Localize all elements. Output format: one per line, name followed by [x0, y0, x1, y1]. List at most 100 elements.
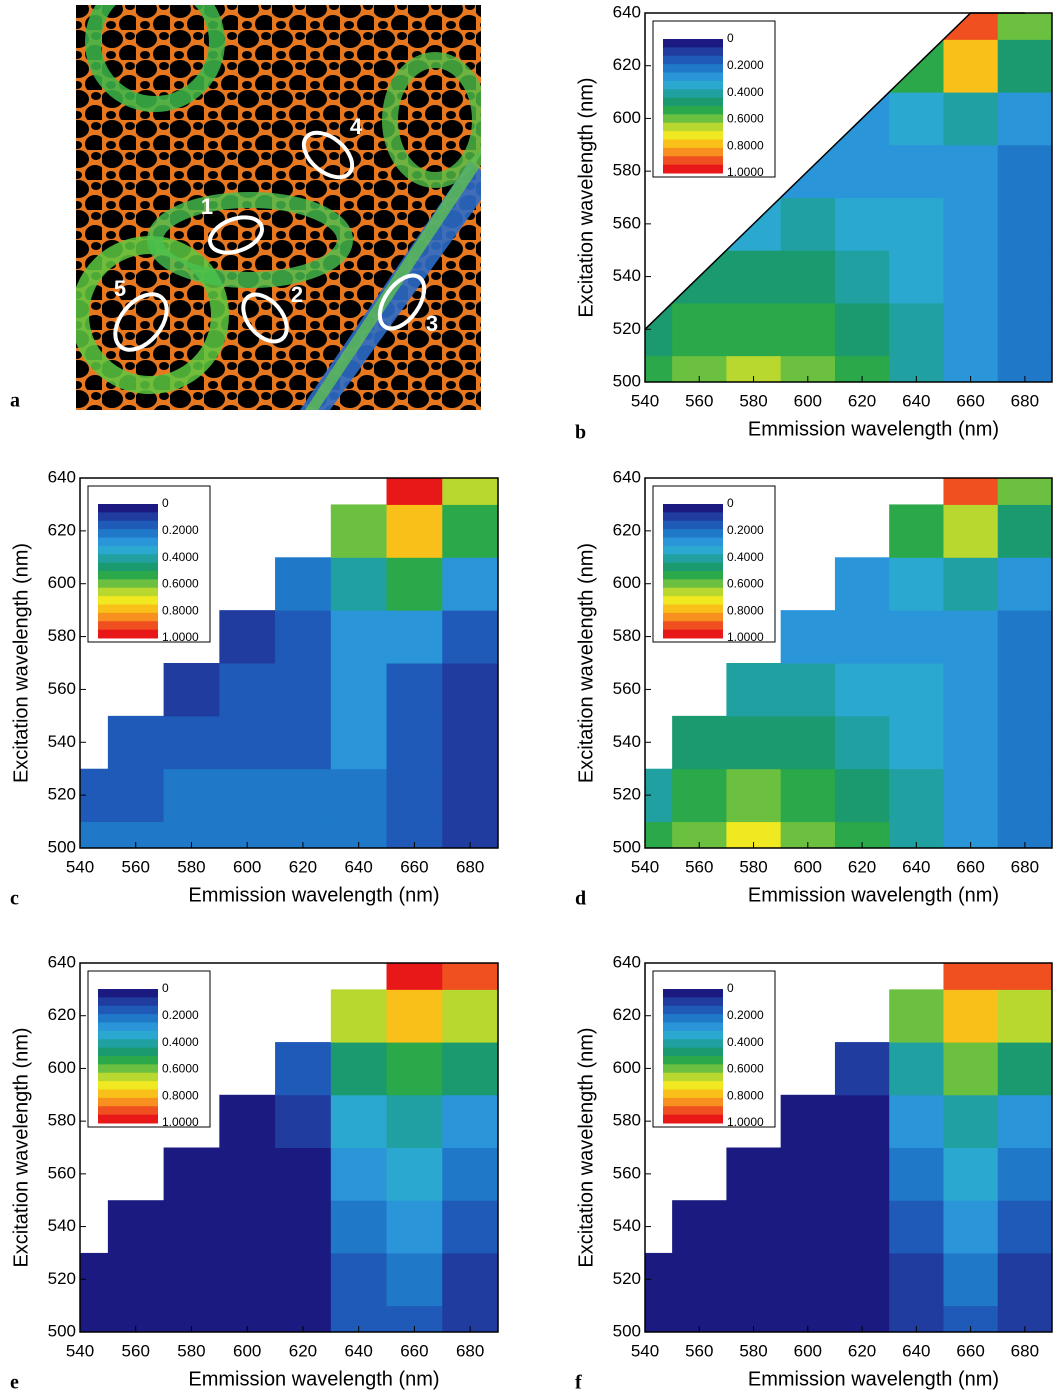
legend-swatch [98, 1039, 158, 1049]
contour-cell [330, 1094, 388, 1148]
legend-swatch [663, 504, 723, 513]
plot-frame [644, 477, 1053, 849]
legend-label: 0.2000 [727, 523, 764, 537]
x-tick-label: 600 [794, 857, 822, 876]
contour-cell [442, 504, 499, 558]
contour-cell [442, 1147, 499, 1201]
legend-swatch [663, 114, 723, 124]
legend-swatch [98, 545, 158, 555]
x-tick-label: 620 [848, 1341, 876, 1360]
y-tick-label: 600 [613, 573, 641, 592]
contour-cell [275, 1200, 332, 1254]
contour-cell [780, 197, 836, 251]
contour-cell [834, 663, 890, 717]
legend-swatch [98, 997, 158, 1007]
contour-cell [943, 1042, 999, 1096]
x-tick-label: 540 [66, 857, 94, 876]
plot-frame [644, 12, 1053, 383]
contour-cell [997, 197, 1053, 251]
contour-cell [889, 92, 944, 146]
legend-swatch [98, 596, 158, 605]
legend-label: 0.2000 [727, 1008, 764, 1022]
legend-swatch [663, 72, 723, 82]
y-tick-label: 560 [48, 679, 76, 698]
y-tick-label: 540 [613, 732, 641, 751]
contour-cell [386, 1252, 443, 1307]
legend-swatch [663, 529, 723, 538]
legend-label: 0.4000 [727, 85, 764, 99]
contour-cell [997, 1252, 1053, 1307]
contour-cell [330, 1200, 388, 1254]
contour-cell [943, 610, 999, 664]
contour-cell [275, 1147, 332, 1201]
contour-cell [386, 963, 443, 990]
plot-frame [79, 477, 499, 849]
legend-label: 0.8000 [727, 1088, 764, 1102]
contour-cell [997, 557, 1053, 611]
x-axis-label: Emmission wavelength (nm) [188, 1368, 439, 1390]
contour-cell [997, 1042, 1053, 1096]
legend-swatch [98, 1064, 158, 1074]
legend-label: 0 [162, 981, 169, 995]
legend-swatch [98, 604, 158, 614]
contour-cell [997, 1147, 1053, 1201]
y-axis-label: Excitation wavelength (nm) [575, 77, 597, 317]
contour-cell [997, 663, 1053, 717]
legend-swatch [663, 164, 723, 174]
legend-swatch [98, 1089, 158, 1099]
legend-label: 1.0000 [727, 630, 764, 644]
legend-swatch [98, 1056, 158, 1065]
contour-cell [107, 768, 165, 823]
contour-cell [997, 504, 1053, 558]
contour-cell [780, 302, 836, 357]
x-tick-label: 600 [794, 391, 822, 410]
contour-cell [943, 302, 999, 357]
x-tick-label: 640 [344, 1341, 372, 1360]
y-tick-label: 620 [48, 520, 76, 539]
contour-cell [834, 1200, 890, 1254]
contour-cell [275, 557, 332, 611]
y-tick-label: 600 [48, 1058, 76, 1077]
legend-swatch [663, 604, 723, 614]
contour-cell [442, 989, 499, 1043]
y-tick-label: 540 [613, 1216, 641, 1235]
contour-cell [943, 92, 999, 146]
y-tick-label: 620 [613, 1005, 641, 1024]
contour-cell [672, 1252, 727, 1307]
legend-label: 0 [727, 31, 734, 45]
contour-plot: 540 560 580 600 620 640 660 680 500 520 540 560 580 6… [575, 952, 1053, 1394]
legend-label: 0.4000 [727, 1035, 764, 1049]
legend-swatch [663, 1114, 723, 1124]
contour-cell [997, 478, 1053, 505]
legend-label: 0.2000 [727, 58, 764, 72]
y-tick-label: 600 [613, 1058, 641, 1077]
contour-cell [889, 197, 944, 251]
contour-cell [997, 144, 1053, 198]
x-tick-label: 620 [848, 857, 876, 876]
y-tick-label: 640 [613, 952, 641, 971]
contour-cell [997, 963, 1053, 990]
legend-swatch [663, 1072, 723, 1082]
contour-plot: 540 560 580 600 620 640 660 680 500 520 540 560 580 6… [575, 2, 1053, 444]
x-tick-label: 560 [122, 857, 150, 876]
legend-label: 1.0000 [162, 630, 199, 644]
contour-cell [943, 478, 999, 505]
contour-cell [997, 302, 1053, 357]
contour-cell [943, 557, 999, 611]
contour-cell [834, 1042, 890, 1096]
panel-letter: a [10, 390, 20, 412]
contour-cell [219, 1200, 276, 1254]
y-tick-label: 520 [48, 785, 76, 804]
legend-swatch [663, 89, 723, 99]
legend-label: 0.4000 [162, 550, 199, 564]
contour-cell [386, 768, 443, 823]
legend-swatch [98, 989, 158, 998]
contour-cell [780, 715, 836, 770]
contour-cell [645, 1305, 673, 1333]
legend-swatch [98, 562, 158, 572]
legend-label: 0.6000 [162, 1062, 199, 1076]
legend-swatch [663, 1089, 723, 1099]
contour-cell [219, 1147, 276, 1201]
contour-cell [442, 663, 499, 717]
y-tick-label: 620 [613, 55, 641, 74]
